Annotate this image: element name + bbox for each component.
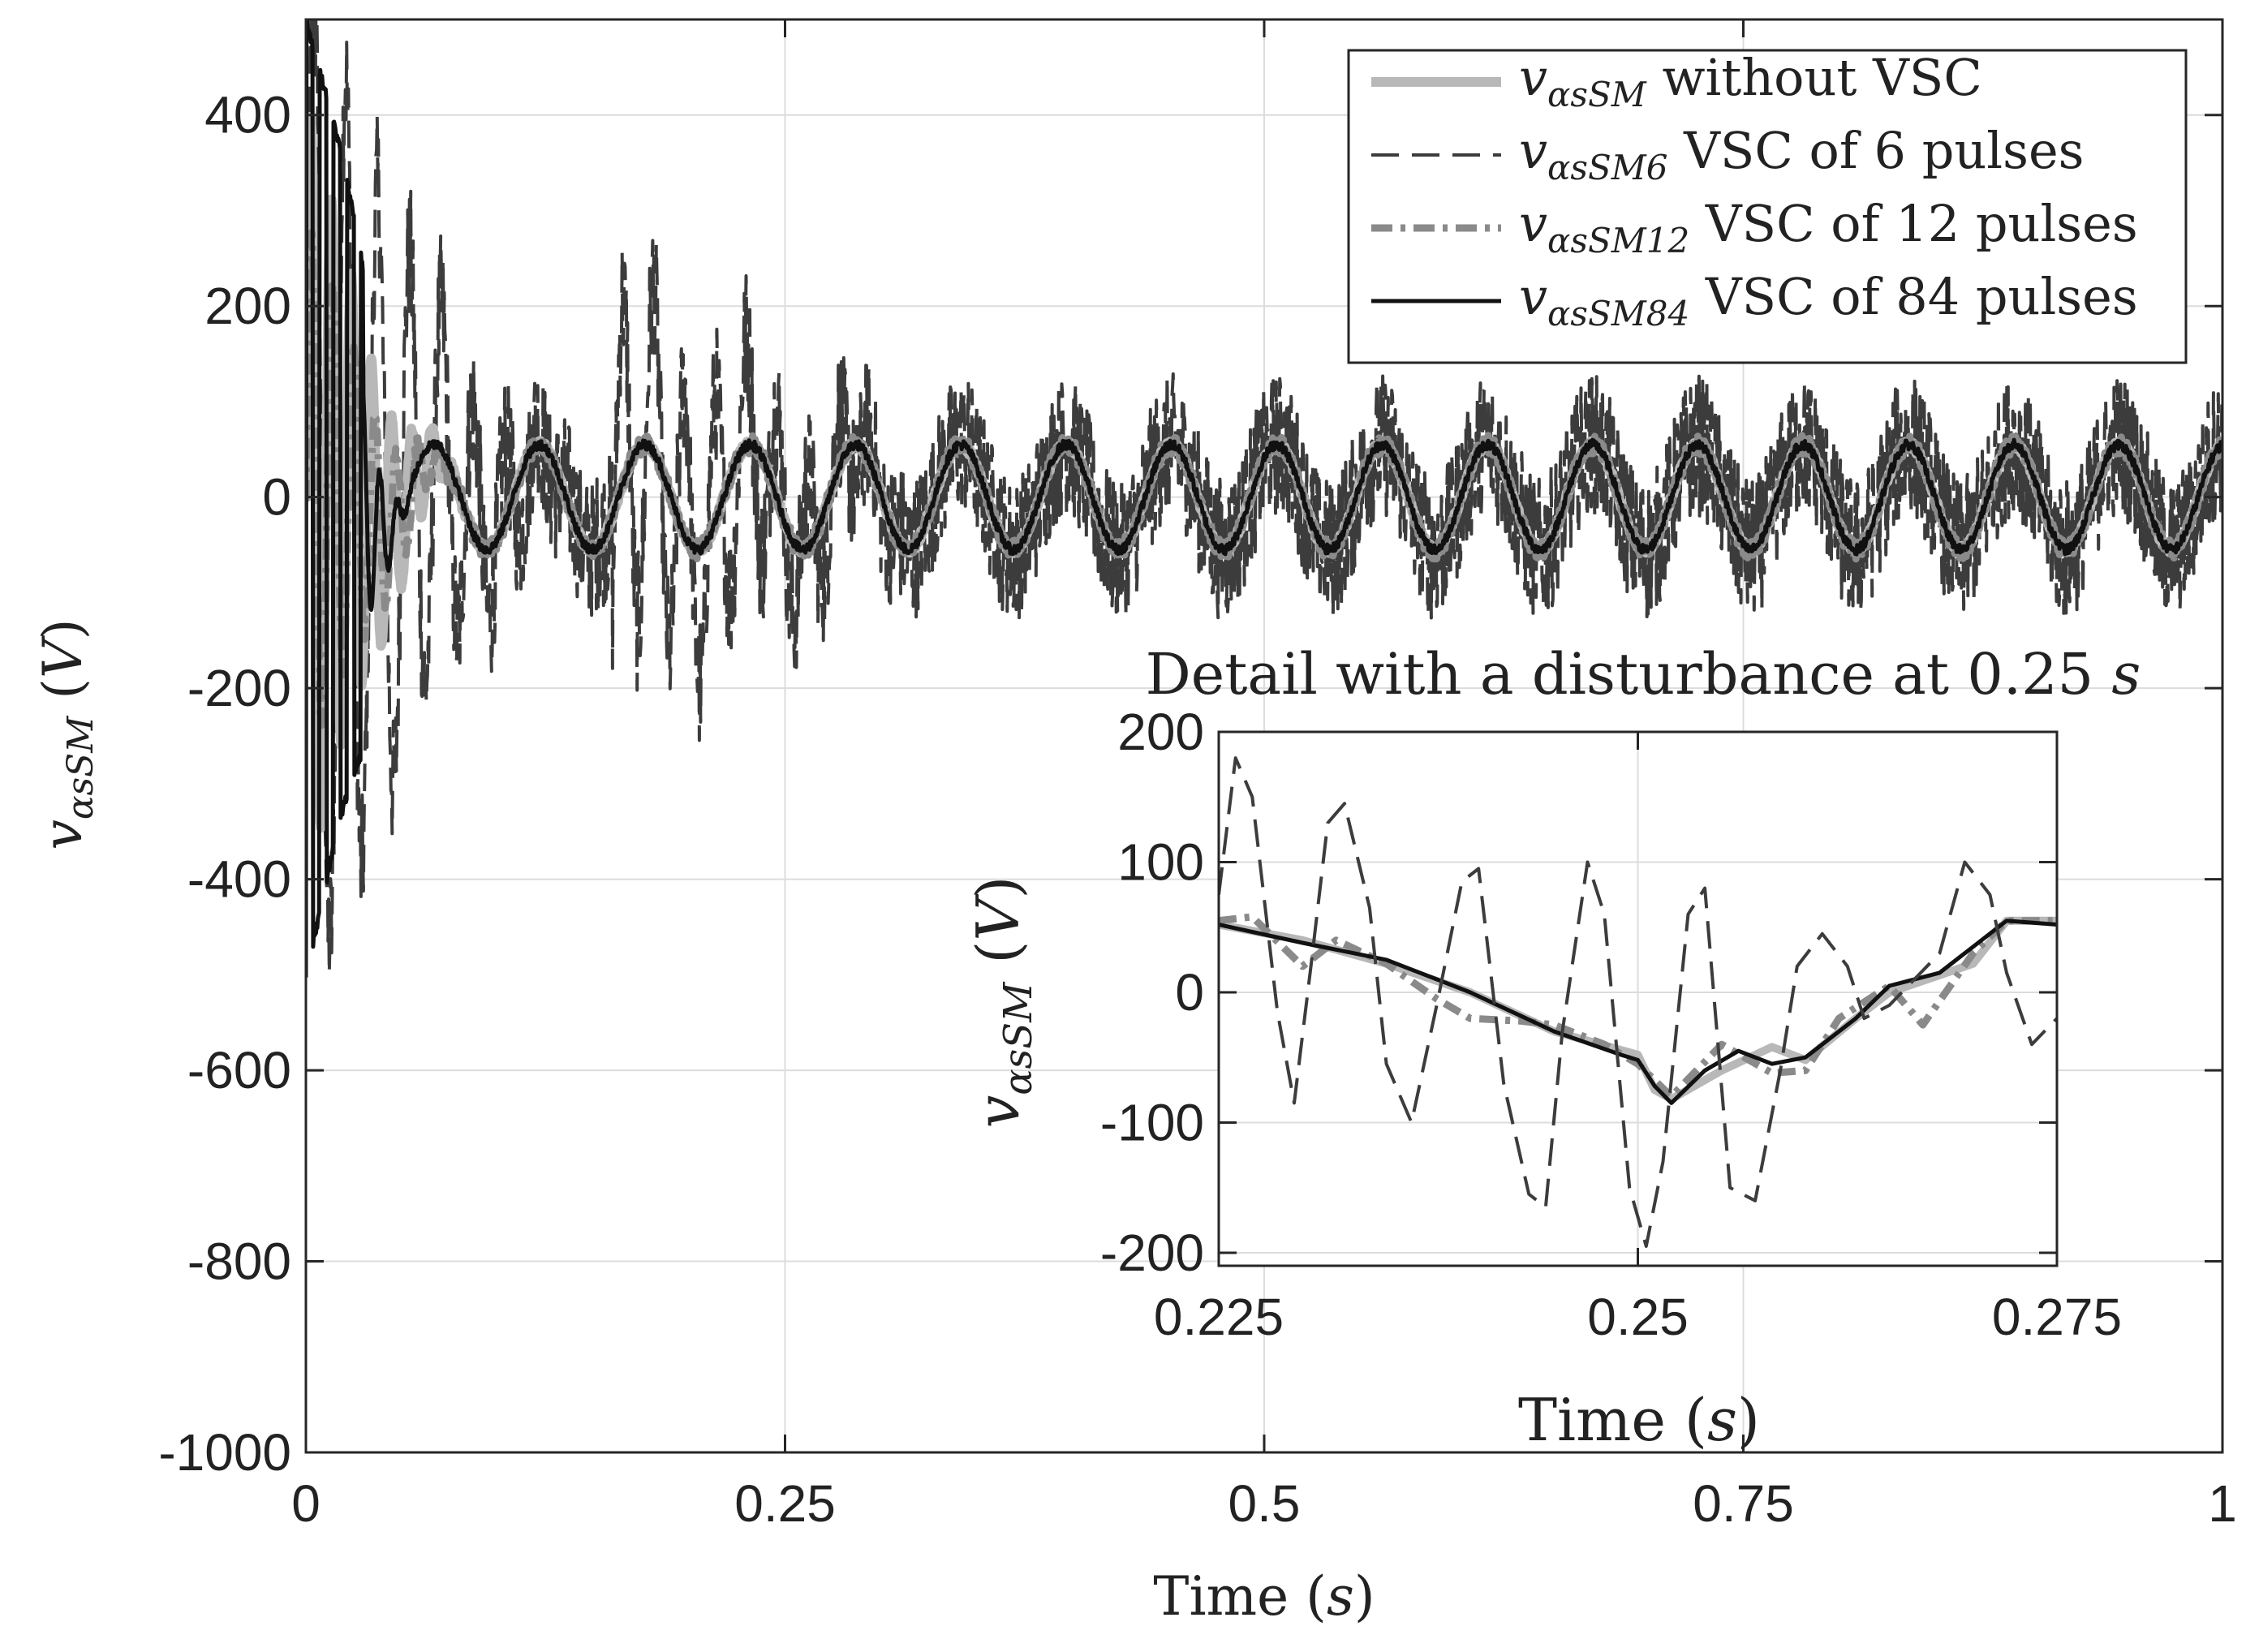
inset-plot: 0.225 0.25 0.275 -200 -100 0 100 200 Detail wit… xyxy=(964,641,2141,1454)
inset-y-tick-label: -200 xyxy=(1100,1224,1204,1282)
inset-y-tick-label: 200 xyxy=(1117,703,1204,761)
main-y-tick-label: -200 xyxy=(187,659,291,717)
inset-y-tick-label: -100 xyxy=(1100,1093,1204,1151)
inset-ticks xyxy=(1217,730,2059,1266)
inset-y-tick-label: 100 xyxy=(1117,832,1204,891)
main-x-tick-label: 0 xyxy=(291,1474,321,1533)
main-x-tick-label: 0.75 xyxy=(1693,1474,1794,1533)
legend-vsc84-label: vαsSM84 VSC of 84 pulses xyxy=(1519,267,2138,333)
legend-vsc6-label: vαsSM6 VSC of 6 pulses xyxy=(1519,121,2084,187)
main-y-axis-label: vαsSM (V) xyxy=(32,619,101,850)
main-ticks xyxy=(304,19,2224,1454)
main-series-vsc84-line xyxy=(306,19,2222,978)
main-series-group xyxy=(306,19,2222,978)
main-y-tick-label: -800 xyxy=(187,1233,291,1291)
inset-y-tick-label: 0 xyxy=(1175,963,1204,1022)
legend-box xyxy=(1347,49,2188,364)
main-x-axis-label: Time (s) xyxy=(1153,1565,1375,1628)
main-y-tick-label: -400 xyxy=(187,850,291,909)
inset-series-vsc6-line xyxy=(1219,756,2057,1248)
legend-vsc12-label: vαsSM12 VSC of 12 pulses xyxy=(1519,194,2138,260)
inset-series-group xyxy=(1219,756,2057,1248)
inset-title: Detail with a disturbance at 0.25 s xyxy=(1146,641,2141,708)
main-x-tick-label: 1 xyxy=(2208,1474,2237,1533)
inset-y-axis-label: vαsSM (V) xyxy=(964,876,1041,1129)
main-y-tick-label: 200 xyxy=(204,277,291,335)
inset-series-vsc84-line xyxy=(1219,918,2057,1105)
main-series-vsc6-line xyxy=(306,19,2222,976)
inset-tick-labels: 0.225 0.25 0.275 -200 -100 0 100 200 xyxy=(1100,703,2122,1346)
main-y-tick-label: 400 xyxy=(204,86,291,144)
inset-x-tick-label: 0.225 xyxy=(1154,1288,1284,1346)
inset-x-axis-label: Time (s) xyxy=(1518,1386,1760,1454)
legend: vαsSM without VSC vαsSM6 VSC of 6 pulses v… xyxy=(1347,48,2188,364)
inset-x-tick-label: 0.25 xyxy=(1587,1288,1689,1346)
main-x-tick-label: 0.5 xyxy=(1228,1474,1301,1533)
inset-x-tick-label: 0.275 xyxy=(1992,1288,2122,1346)
main-y-tick-label: 0 xyxy=(262,468,291,527)
main-tick-labels: 0 0.25 0.5 0.75 1-1000-800-600-400-200020040… xyxy=(158,86,2236,1533)
main-y-tick-label: -600 xyxy=(187,1041,291,1099)
inset-series-vsc12-line xyxy=(1219,913,2057,1100)
main-x-tick-label: 0.25 xyxy=(734,1474,836,1533)
legend-nosvc-label: vαsSM without VSC xyxy=(1519,48,1982,114)
main-y-tick-label: -1000 xyxy=(158,1423,291,1482)
